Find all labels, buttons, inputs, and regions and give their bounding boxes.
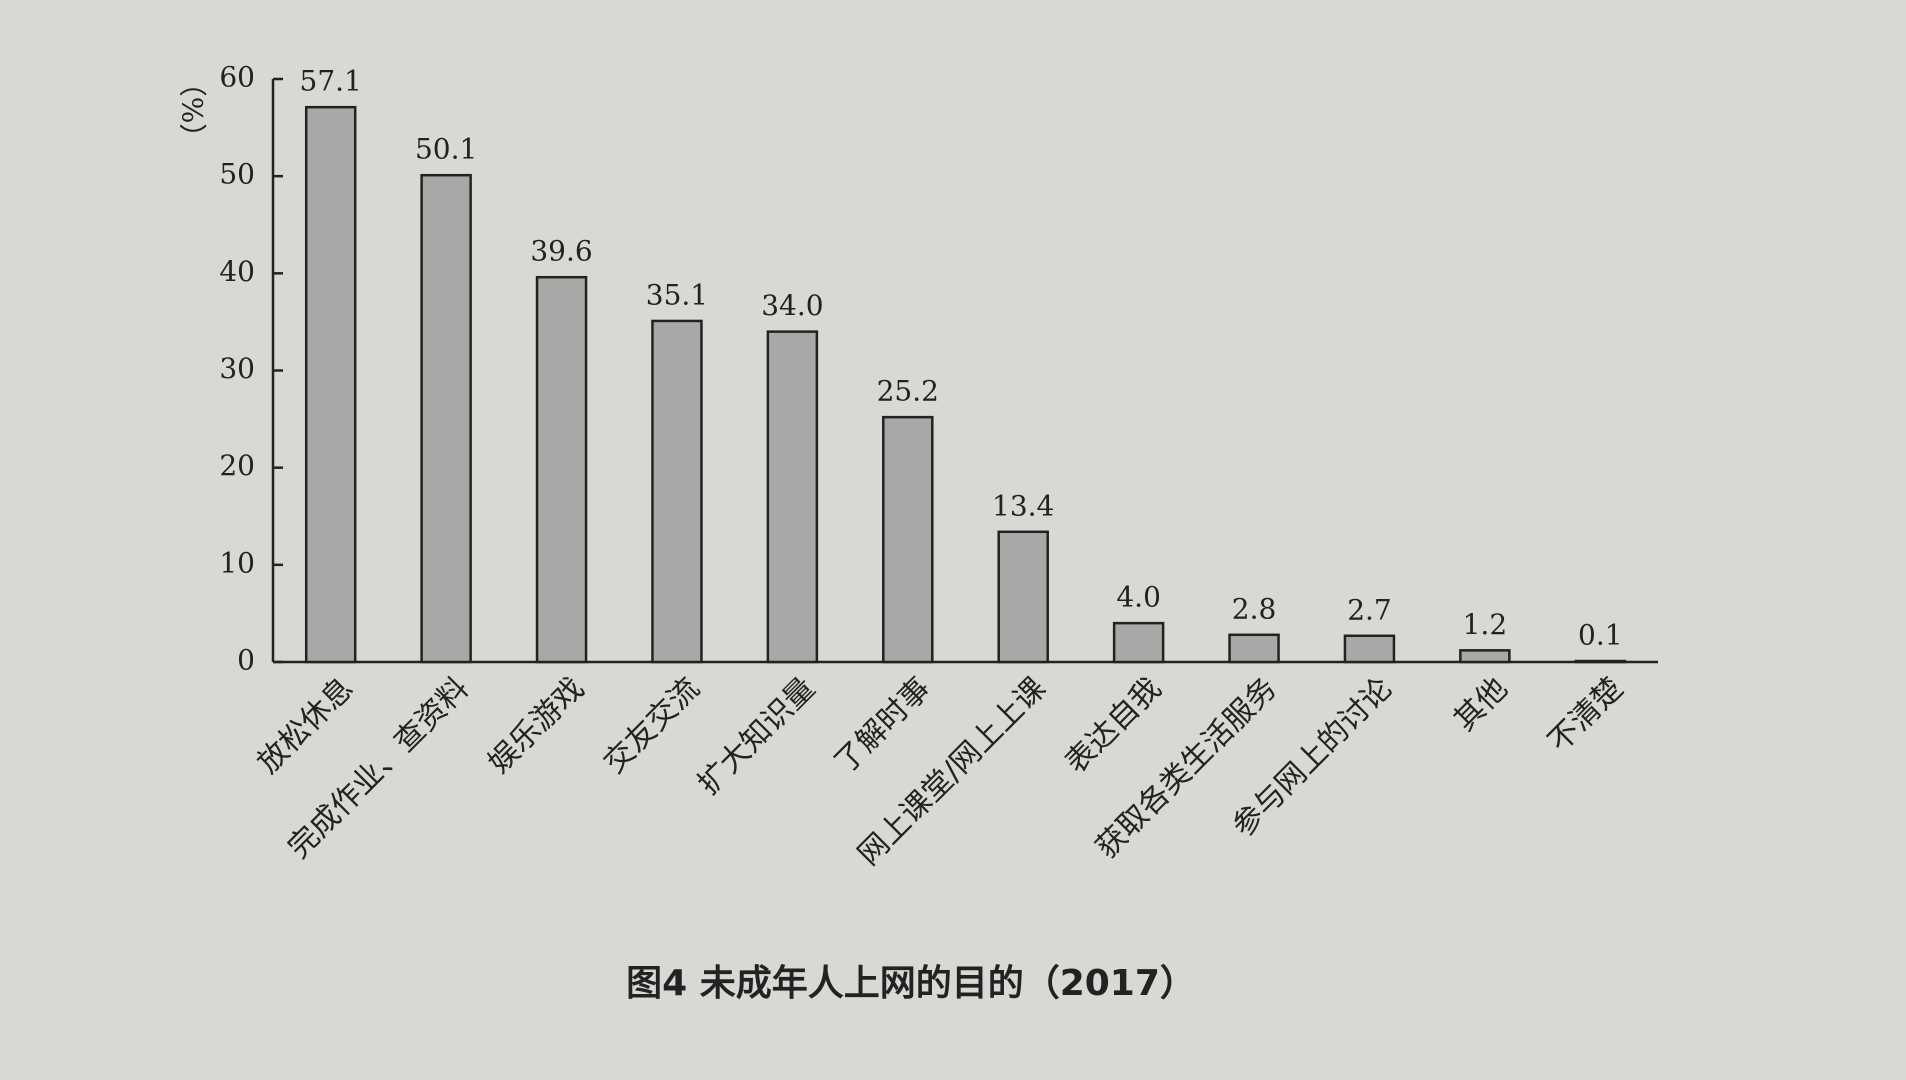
value-label: 2.7	[1347, 593, 1392, 626]
value-label: 2.8	[1232, 592, 1277, 625]
bar	[535, 275, 588, 664]
bar	[766, 330, 819, 664]
bar	[997, 530, 1049, 664]
value-label: 1.2	[1463, 608, 1508, 641]
y-tick-label: 60	[219, 61, 255, 94]
bar	[651, 319, 703, 664]
bar	[420, 173, 472, 664]
value-label: 34.0	[761, 289, 823, 322]
y-axis-label: （%）	[176, 69, 209, 152]
bar	[304, 105, 357, 664]
y-tick-label: 30	[219, 352, 255, 385]
bar	[1343, 634, 1396, 664]
value-label: 50.1	[415, 133, 477, 166]
y-tick-label: 0	[237, 644, 255, 677]
bar	[1112, 621, 1165, 664]
value-label: 4.0	[1116, 581, 1161, 614]
bar	[1574, 659, 1627, 664]
bar	[1459, 649, 1511, 664]
y-tick-label: 50	[219, 158, 255, 191]
bar	[1228, 633, 1280, 664]
y-tick-label: 40	[219, 255, 255, 288]
value-label: 39.6	[530, 235, 592, 268]
y-tick-label: 20	[219, 449, 255, 482]
value-label: 57.1	[300, 65, 362, 98]
y-tick-label: 10	[219, 546, 255, 579]
bar	[882, 415, 934, 664]
value-label: 35.1	[646, 278, 708, 311]
value-label: 25.2	[877, 375, 939, 408]
chart-title: 图4 未成年人上网的目的（2017）	[626, 963, 1196, 1004]
value-label: 0.1	[1578, 619, 1623, 652]
value-label: 13.4	[992, 489, 1054, 522]
